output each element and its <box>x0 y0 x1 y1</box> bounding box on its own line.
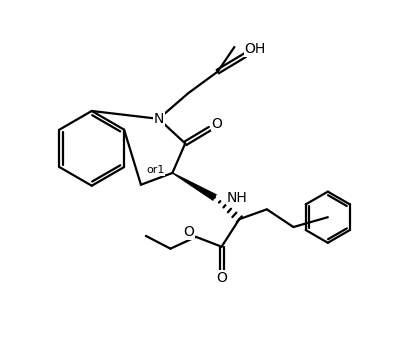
Text: O: O <box>216 271 227 285</box>
Text: O: O <box>184 225 195 239</box>
Text: N: N <box>153 112 164 126</box>
Text: O: O <box>247 43 258 57</box>
Text: OH: OH <box>244 42 266 56</box>
Text: NH: NH <box>227 191 247 204</box>
Text: or1: or1 <box>147 165 165 175</box>
Text: O: O <box>211 117 222 131</box>
Polygon shape <box>172 173 216 200</box>
